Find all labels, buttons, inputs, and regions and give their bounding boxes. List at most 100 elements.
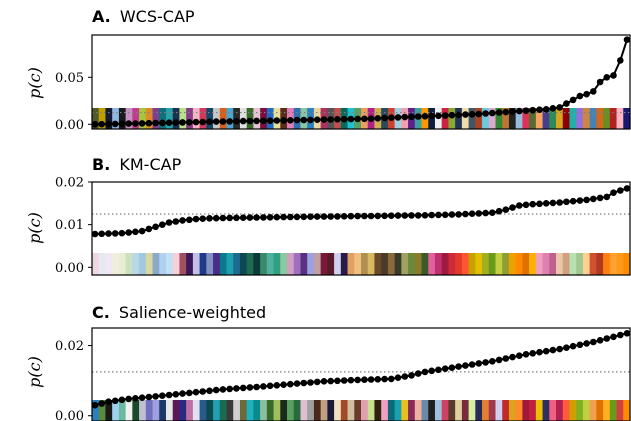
panel-c-data-point xyxy=(192,388,200,396)
panel-c-data-point xyxy=(401,373,409,380)
panel-a-data-point xyxy=(105,120,112,128)
panel-b-swatch xyxy=(461,253,470,275)
panel-c-swatch xyxy=(354,400,362,421)
panel-c-data-point xyxy=(327,377,335,385)
panel-b-swatch xyxy=(233,253,241,275)
panel-b-data-point xyxy=(414,212,422,219)
panel-b-swatch xyxy=(361,253,369,275)
panel-b-data-point xyxy=(401,212,409,219)
panel-a-swatch xyxy=(623,108,631,129)
panel-c-data-point xyxy=(347,376,355,384)
panel-c-swatch xyxy=(213,400,221,421)
panel-b-ylabel: p(c) xyxy=(25,212,44,244)
panel-c-data-point xyxy=(253,383,260,391)
panel-c-data-point xyxy=(583,340,590,347)
panel-b-data-point xyxy=(246,214,254,221)
panel-a-data-point xyxy=(610,72,617,79)
panel-b-data-point xyxy=(172,218,180,225)
panel-b-data-point xyxy=(280,213,287,221)
panel-b-data-point xyxy=(347,212,355,220)
panel-a-swatch xyxy=(206,108,214,129)
panel-a-data-point xyxy=(280,117,287,124)
panel-a-data-point xyxy=(583,90,590,98)
panel-b-swatch xyxy=(434,253,443,275)
panel-a-swatch xyxy=(98,108,107,129)
panel-c-data-point xyxy=(212,386,220,394)
panel-a-data-point xyxy=(374,115,382,122)
panel-b-swatch xyxy=(213,253,221,275)
panel-b-swatch xyxy=(421,253,429,275)
panel-c-swatch xyxy=(549,400,557,421)
panel-b-swatch xyxy=(616,253,624,275)
panel-b-data-point xyxy=(455,211,462,218)
panel-a-data-point xyxy=(502,108,510,116)
panel-c-swatch xyxy=(508,400,517,421)
panel-b-ytick-label: 0.01 xyxy=(55,218,84,233)
panel-b-swatch xyxy=(280,253,288,275)
panel-b-swatch xyxy=(139,253,147,275)
panel-a-swatch xyxy=(132,108,140,129)
panel-a-data-point xyxy=(394,114,402,121)
panel-b-swatch xyxy=(394,253,402,275)
panel-c-swatch xyxy=(596,400,604,421)
panel-a-data-point xyxy=(468,111,476,118)
panel-a-data-point xyxy=(509,108,516,115)
panel-b-data-point xyxy=(536,200,543,208)
panel-c-data-point xyxy=(381,375,388,383)
panel-a-swatch xyxy=(159,108,167,129)
panel-a-data-point xyxy=(522,107,530,114)
panel-b-points xyxy=(91,185,631,238)
panel-c-ylabel: p(c) xyxy=(25,356,44,388)
panel-a-swatch xyxy=(118,108,127,129)
panel-c-data-point xyxy=(118,396,126,404)
panel-c: C. Salience-weighted p(c) 0.00 0.02 xyxy=(25,303,631,421)
panel-b-data-point xyxy=(590,195,597,203)
panel-b-data-point xyxy=(145,225,153,233)
panel-b-data-point xyxy=(428,211,436,219)
panel-b-swatch xyxy=(529,253,537,275)
panel-a-data-point xyxy=(596,78,604,86)
panel-b-swatch xyxy=(179,253,187,275)
panel-c-swatch xyxy=(159,400,167,421)
panel-c-swatch xyxy=(556,400,564,421)
panel-c-data-point xyxy=(287,380,294,388)
panel-b-swatch xyxy=(488,253,497,275)
panel-c-data-point xyxy=(334,377,341,385)
panel-b-data-point xyxy=(179,217,186,224)
panel-c-data-point xyxy=(111,397,119,405)
panel-c-swatch xyxy=(394,400,402,421)
panel-c-data-point xyxy=(138,394,146,402)
panel-a-data-point xyxy=(421,113,429,120)
panel-c-swatch xyxy=(461,400,470,421)
panel-b-data-point xyxy=(138,227,146,235)
panel-b-data-point xyxy=(253,214,260,221)
panel-c-data-point xyxy=(529,350,536,357)
panel-c-swatch xyxy=(145,400,154,421)
panel-c-data-point xyxy=(219,386,227,393)
panel-b-swatch xyxy=(273,253,281,275)
panel-b-swatch xyxy=(502,253,510,275)
panel-a-data-point xyxy=(489,109,496,117)
panel-c-swatch xyxy=(421,400,429,421)
panel-b-swatch xyxy=(448,253,456,275)
panel-c-ytick-label: 0.00 xyxy=(55,409,84,421)
panel-c-swatch xyxy=(280,400,288,421)
panel-c-swatch xyxy=(165,400,174,421)
panel-b-data-point xyxy=(435,211,442,219)
panel-c-data-point xyxy=(125,395,132,403)
panel-c-swatch xyxy=(542,400,550,421)
panel-b-data-point xyxy=(266,214,274,221)
panel-c-swatch xyxy=(293,400,302,421)
panel-c-swatch xyxy=(535,400,544,421)
panel-a-data-point xyxy=(563,100,570,107)
panel-a-swatch xyxy=(112,108,120,129)
panel-b-data-point xyxy=(320,213,328,220)
panel-c-data-point xyxy=(516,352,523,360)
panel-c-swatch xyxy=(287,400,295,421)
panel-c-data-point xyxy=(266,382,274,390)
panel-b-swatch xyxy=(441,253,450,275)
panel-c-swatch xyxy=(428,400,436,421)
panel-c-data-point xyxy=(374,376,382,383)
panel-b-swatch xyxy=(401,253,409,275)
panel-c-swatch xyxy=(609,400,618,421)
